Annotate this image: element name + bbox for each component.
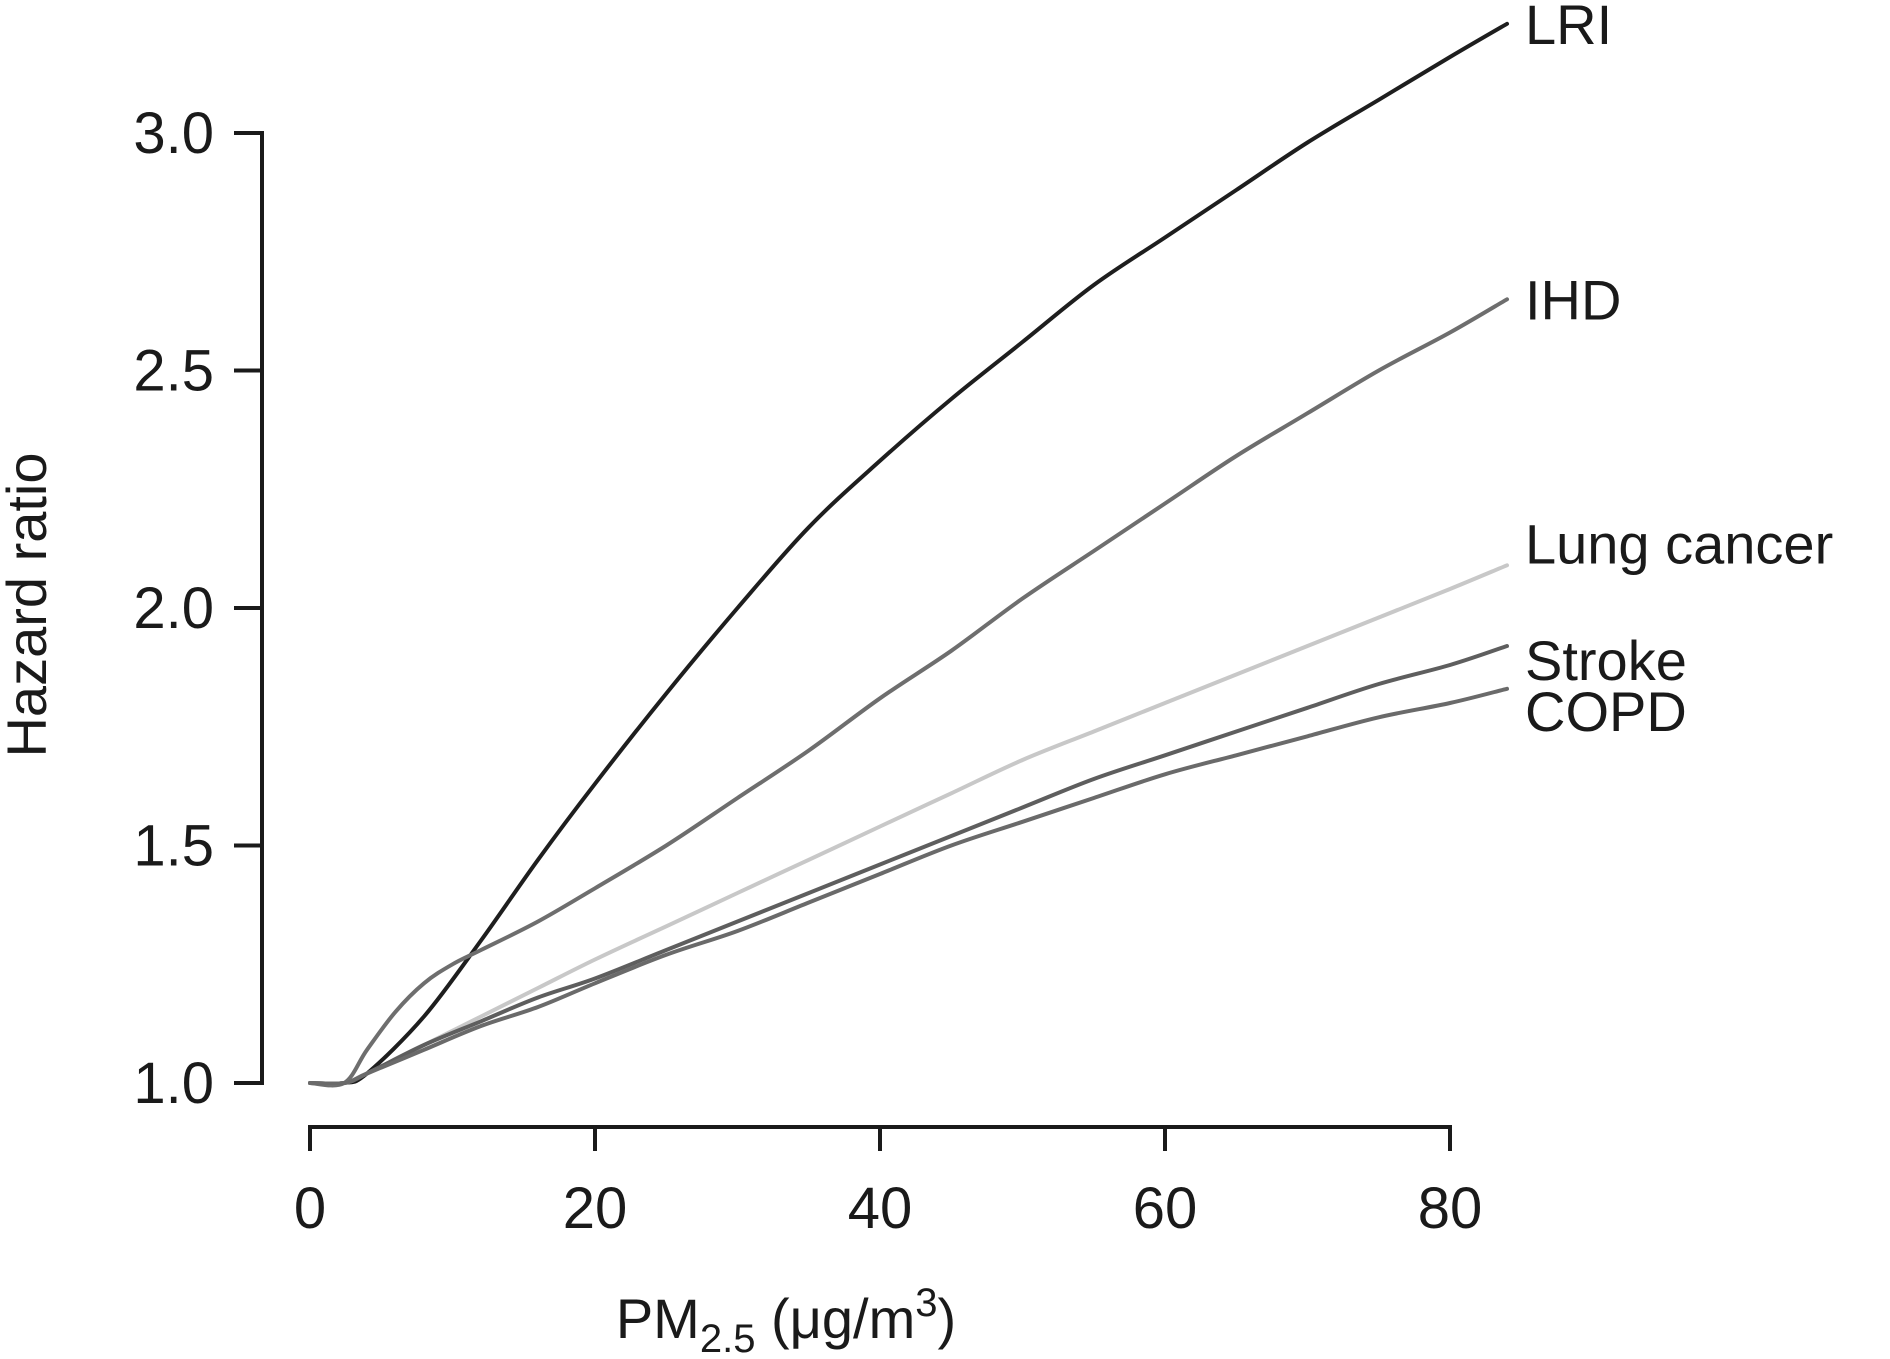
y-tick-label: 3.0 bbox=[133, 101, 214, 166]
x-title-subscript: 2.5 bbox=[700, 1317, 756, 1359]
series-label-stroke: Stroke bbox=[1525, 629, 1687, 692]
x-axis-title: PM2.5 (μg/m3) bbox=[616, 1281, 956, 1359]
series-lines bbox=[308, 21, 1509, 1088]
x-tick-label: 40 bbox=[848, 1176, 913, 1241]
x-tick-label: 60 bbox=[1133, 1176, 1198, 1241]
y-tick-label: 1.0 bbox=[133, 1051, 214, 1116]
x-tick-label: 20 bbox=[563, 1176, 628, 1241]
x-tick-label: 80 bbox=[1418, 1176, 1483, 1241]
axes bbox=[234, 131, 1452, 1151]
series-label-ihd: IHD bbox=[1525, 268, 1621, 331]
series-line-copd bbox=[308, 686, 1509, 1086]
series-label-copd: COPD bbox=[1525, 680, 1687, 743]
x-ticks: 0 20 40 60 80 bbox=[294, 1127, 1482, 1241]
series-line-lri bbox=[308, 21, 1509, 1086]
x-title-unit-open: (μg/m bbox=[755, 1287, 915, 1350]
x-title-superscript: 3 bbox=[915, 1281, 937, 1325]
series-label-lung-cancer: Lung cancer bbox=[1525, 512, 1833, 575]
y-tick-label: 1.5 bbox=[133, 814, 214, 879]
y-tick-label: 2.0 bbox=[133, 576, 214, 641]
y-ticks: 1.0 1.5 2.0 2.5 3.0 bbox=[133, 101, 262, 1116]
x-title-main: PM bbox=[616, 1287, 700, 1350]
series-line-stroke bbox=[308, 644, 1509, 1086]
x-tick-label: 0 bbox=[294, 1176, 326, 1241]
x-title-unit-close: ) bbox=[938, 1287, 957, 1350]
series-label-lri: LRI bbox=[1525, 0, 1612, 56]
y-axis-title: Hazard ratio bbox=[0, 452, 58, 757]
series-line-lung-cancer bbox=[308, 563, 1509, 1086]
series-line-ihd bbox=[308, 297, 1509, 1088]
y-tick-label: 2.5 bbox=[133, 339, 214, 404]
